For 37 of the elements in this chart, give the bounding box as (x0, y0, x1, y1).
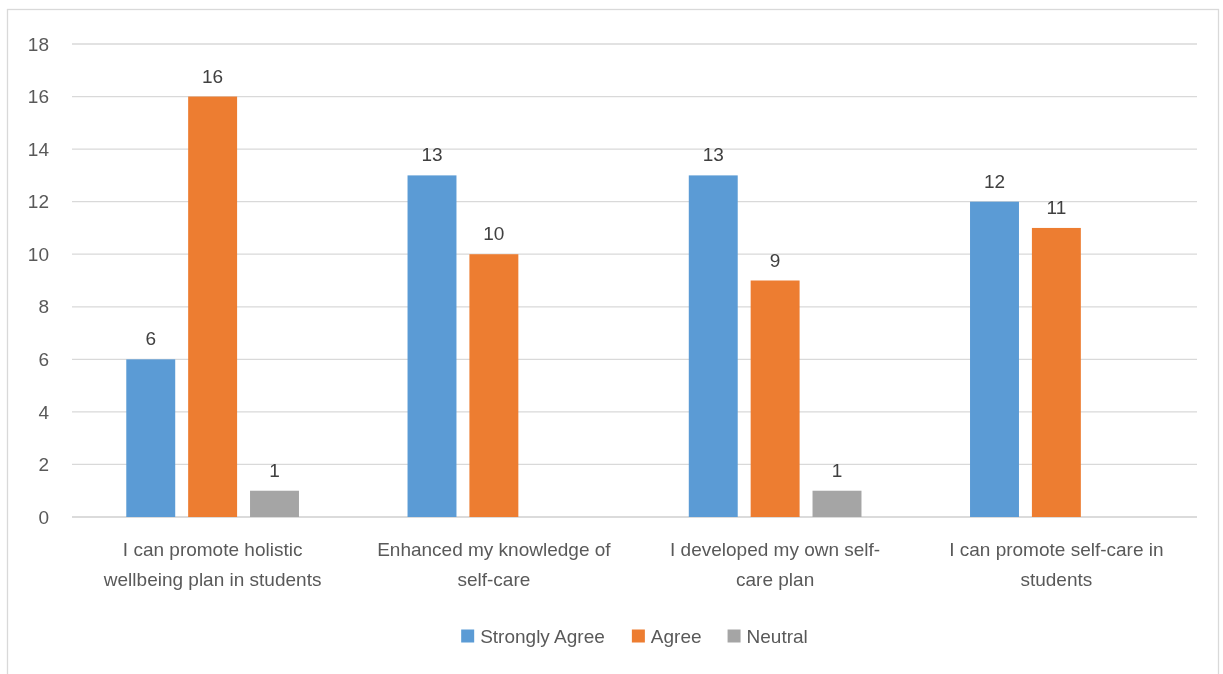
bar (469, 254, 519, 517)
y-tick-label: 6 (38, 348, 49, 370)
data-label: 1 (831, 459, 843, 481)
bar (407, 175, 457, 517)
y-tick-label: 10 (27, 243, 49, 265)
bar (188, 96, 238, 517)
data-label: 16 (202, 65, 224, 87)
bar (688, 175, 738, 517)
bar (970, 201, 1019, 517)
bar (750, 280, 800, 517)
y-tick-label: 12 (27, 191, 49, 213)
data-label: 13 (421, 144, 443, 166)
legend-label: Strongly Agree (480, 625, 605, 647)
bar (126, 359, 176, 517)
bar (812, 490, 862, 517)
y-tick-label: 18 (27, 33, 49, 55)
x-tick-label: I developed my own self-care plan (670, 539, 881, 590)
data-label: 6 (145, 328, 157, 350)
data-label: 11 (1046, 196, 1067, 218)
data-label: 9 (769, 249, 781, 271)
y-tick-label: 8 (38, 296, 49, 318)
data-label: 12 (983, 170, 1006, 192)
x-tick-label: I can promote self-care in students (949, 539, 1164, 590)
x-tick-label: I can promote holistic wellbeing plan in students (102, 539, 322, 590)
y-tick-label: 16 (27, 86, 49, 108)
data-label: 1 (269, 459, 280, 481)
bar (1031, 227, 1081, 517)
data-label: 13 (702, 144, 724, 166)
legend-label: Neutral (746, 625, 808, 647)
y-tick-label: 14 (27, 138, 50, 160)
x-tick-label: Enhanced my knowledge of self-care (377, 539, 612, 590)
legend-label: Agree (650, 625, 702, 647)
y-tick-label: 2 (38, 454, 49, 476)
bar (250, 490, 299, 517)
y-tick-label: 4 (38, 401, 50, 423)
y-tick-label: 0 (38, 506, 49, 528)
data-label: 10 (483, 223, 505, 245)
